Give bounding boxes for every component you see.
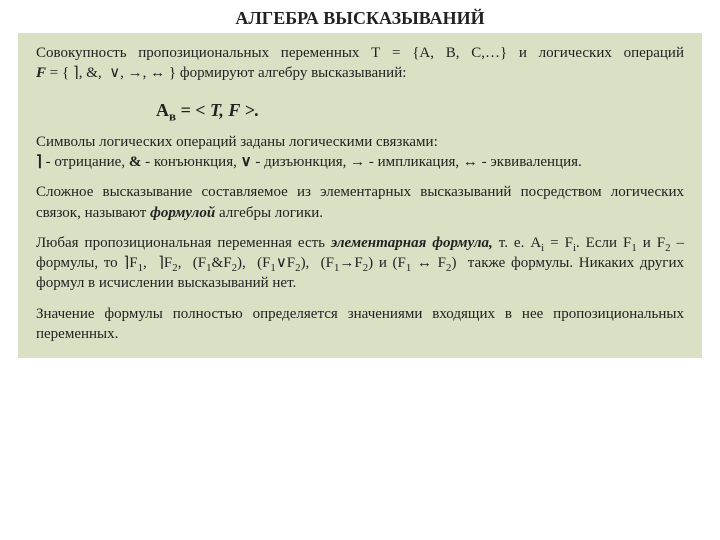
- p4-ampF: &F: [212, 255, 232, 271]
- paragraph-3: Сложное высказывание составляемое из эле…: [36, 182, 684, 223]
- p4-cl2: ), (F: [301, 255, 334, 271]
- p4-eq: = F: [544, 235, 573, 251]
- paragraph-1: Совокупность пропозициональных переменны…: [36, 43, 684, 84]
- p4-c1: , ⌉F: [143, 255, 172, 271]
- p4-and: и F: [637, 235, 665, 251]
- p1-post: = { ⌉, &, ∨, →, ↔ } формируют алгебру вы…: [46, 65, 406, 81]
- formula-rhs: = < T, F >.: [176, 100, 259, 120]
- p3-pre: Сложное высказывание составляемое из эле…: [36, 184, 684, 220]
- p4-em: элементарная формула,: [331, 235, 493, 251]
- p4-impF: →F: [339, 255, 362, 271]
- p4-m2: . Если F: [576, 235, 631, 251]
- p2-t1: - отрицание,: [42, 154, 129, 170]
- p3-post: алгебры логики.: [215, 205, 323, 221]
- paragraph-2: Символы логических операций заданы логич…: [36, 132, 684, 173]
- p3-em: формулой: [150, 205, 215, 221]
- paragraph-4: Любая пропозициональная переменная есть …: [36, 233, 684, 294]
- p2-t3: - дизъюнкция, → - импликация, ↔ - эквива…: [252, 154, 582, 170]
- page-title: АЛГЕБРА ВЫСКАЗЫВАНИЙ: [0, 0, 720, 33]
- p4-pre: Любая пропозициональная переменная есть: [36, 235, 331, 251]
- paragraph-5: Значение формулы полностью определяется …: [36, 304, 684, 345]
- formula-line: Ав = < T, F >.: [36, 94, 684, 132]
- content-panel: Совокупность пропозициональных переменны…: [18, 33, 702, 358]
- formula-lhs: А: [156, 100, 169, 120]
- p4-equF: ↔ F: [411, 255, 446, 271]
- op-and: &: [129, 154, 142, 170]
- p2-line1: Символы логических операций заданы логич…: [36, 134, 438, 150]
- op-or: ∨: [241, 154, 252, 170]
- formula-sub: в: [169, 108, 176, 123]
- p2-t2: - конъюнкция,: [141, 154, 240, 170]
- p1-symbol-F: F: [36, 65, 46, 81]
- p4-cl3: ) и (F: [368, 255, 406, 271]
- p4-m1: т. е. A: [493, 235, 541, 251]
- p4-orF: ∨F: [276, 255, 295, 271]
- p1-pre: Совокупность пропозициональных переменны…: [36, 45, 684, 61]
- p4-c2: , (F: [178, 255, 206, 271]
- p4-cl: ), (F: [237, 255, 270, 271]
